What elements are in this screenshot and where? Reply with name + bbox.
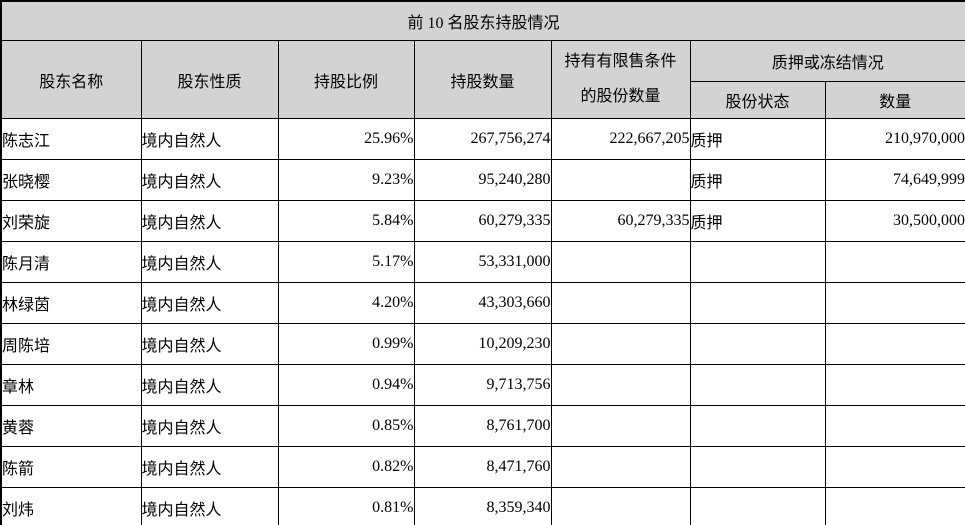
holding-ratio-cell: 0.81% xyxy=(277,487,415,525)
header-pledge-amount: 数量 xyxy=(824,81,965,119)
holding-ratio-cell: 0.94% xyxy=(277,364,415,406)
pledge-status-cell xyxy=(689,487,826,525)
holding-ratio-cell: 9.23% xyxy=(277,159,415,201)
holding-amount-cell: 8,471,760 xyxy=(413,446,552,488)
pledge-status-cell xyxy=(689,364,826,406)
holding-amount-cell: 95,240,280 xyxy=(413,159,552,201)
holding-amount-cell: 10,209,230 xyxy=(413,323,552,365)
table-row: 章林 境内自然人 0.94% 9,713,756 xyxy=(0,364,965,406)
holding-amount-cell: 9,713,756 xyxy=(413,364,552,406)
pledge-status-cell xyxy=(689,323,826,365)
holding-ratio-cell: 5.17% xyxy=(277,241,415,283)
holding-amount-cell: 53,331,000 xyxy=(413,241,552,283)
table-row: 林绿茵 境内自然人 4.20% 43,303,660 xyxy=(0,282,965,324)
shareholder-name-cell: 刘荣旋 xyxy=(0,200,142,242)
holding-ratio-cell: 0.99% xyxy=(277,323,415,365)
holding-ratio-cell: 0.85% xyxy=(277,405,415,447)
shareholder-name-cell: 章林 xyxy=(0,364,142,406)
table-title-row: 前 10 名股东持股情况 xyxy=(0,0,965,41)
pledge-status-cell xyxy=(689,241,826,283)
pledge-status-cell: 质押 xyxy=(689,200,826,242)
holding-amount-cell: 267,756,274 xyxy=(413,118,552,160)
shareholder-nature-cell: 境内自然人 xyxy=(140,200,279,242)
header-shareholder-name: 股东名称 xyxy=(0,40,142,119)
shareholder-nature-cell: 境内自然人 xyxy=(140,118,279,160)
pledge-amount-cell xyxy=(824,446,965,488)
pledge-amount-cell xyxy=(824,241,965,283)
shareholder-name-cell: 陈志江 xyxy=(0,118,142,160)
header-pledge-group: 质押或冻结情况 xyxy=(689,40,965,82)
restricted-shares-cell xyxy=(550,487,691,525)
header-shareholder-nature: 股东性质 xyxy=(140,40,279,119)
restricted-shares-cell xyxy=(550,405,691,447)
table-row: 张晓樱 境内自然人 9.23% 95,240,280 质押 74,649,999 xyxy=(0,159,965,201)
header-restricted-line1: 持有有限售条件 xyxy=(564,53,677,71)
holding-ratio-cell: 4.20% xyxy=(277,282,415,324)
table-row: 周陈培 境内自然人 0.99% 10,209,230 xyxy=(0,323,965,365)
restricted-shares-cell xyxy=(550,446,691,488)
holding-amount-cell: 8,359,340 xyxy=(413,487,552,525)
shareholder-nature-cell: 境内自然人 xyxy=(140,282,279,324)
holding-amount-cell: 60,279,335 xyxy=(413,200,552,242)
table-row: 黄蓉 境内自然人 0.85% 8,761,700 xyxy=(0,405,965,447)
pledge-status-cell xyxy=(689,282,826,324)
holding-amount-cell: 43,303,660 xyxy=(413,282,552,324)
shareholder-name-cell: 林绿茵 xyxy=(0,282,142,324)
restricted-shares-cell xyxy=(550,364,691,406)
holding-ratio-cell: 0.82% xyxy=(277,446,415,488)
restricted-shares-cell: 222,667,205 xyxy=(550,118,691,160)
restricted-shares-cell xyxy=(550,159,691,201)
header-holding-ratio: 持股比例 xyxy=(277,40,415,119)
restricted-shares-cell: 60,279,335 xyxy=(550,200,691,242)
pledge-status-cell xyxy=(689,405,826,447)
shareholder-name-cell: 刘炜 xyxy=(0,487,142,525)
pledge-amount-cell xyxy=(824,364,965,406)
shareholder-name-cell: 陈箭 xyxy=(0,446,142,488)
shareholder-name-cell: 陈月清 xyxy=(0,241,142,283)
header-restricted-shares: 持有有限售条件 的股份数量 xyxy=(550,40,691,119)
pledge-amount-cell: 30,500,000 xyxy=(824,200,965,242)
shareholder-nature-cell: 境内自然人 xyxy=(140,405,279,447)
pledge-amount-cell: 210,970,000 xyxy=(824,118,965,160)
header-pledge-status: 股份状态 xyxy=(689,81,826,119)
header-holding-amount: 持股数量 xyxy=(413,40,552,119)
pledge-amount-cell xyxy=(824,405,965,447)
pledge-amount-cell: 74,649,999 xyxy=(824,159,965,201)
pledge-status-cell xyxy=(689,446,826,488)
pledge-status-cell: 质押 xyxy=(689,118,826,160)
table-row: 陈箭 境内自然人 0.82% 8,471,760 xyxy=(0,446,965,488)
shareholder-nature-cell: 境内自然人 xyxy=(140,446,279,488)
pledge-status-cell: 质押 xyxy=(689,159,826,201)
pledge-amount-cell xyxy=(824,282,965,324)
table-title: 前 10 名股东持股情况 xyxy=(0,0,965,41)
shareholder-nature-cell: 境内自然人 xyxy=(140,323,279,365)
column-header-row: 股东名称 股东性质 持股比例 持股数量 持有有限售条件 的股份数量 质押或冻结情况 xyxy=(0,40,965,119)
shareholder-name-cell: 周陈培 xyxy=(0,323,142,365)
pledge-amount-cell xyxy=(824,323,965,365)
table-row: 陈月清 境内自然人 5.17% 53,331,000 xyxy=(0,241,965,283)
restricted-shares-cell xyxy=(550,323,691,365)
shareholder-nature-cell: 境内自然人 xyxy=(140,241,279,283)
shareholder-nature-cell: 境内自然人 xyxy=(140,159,279,201)
shareholder-name-cell: 张晓樱 xyxy=(0,159,142,201)
restricted-shares-cell xyxy=(550,241,691,283)
shareholder-name-cell: 黄蓉 xyxy=(0,405,142,447)
pledge-amount-cell xyxy=(824,487,965,525)
table-row: 刘炜 境内自然人 0.81% 8,359,340 xyxy=(0,487,965,525)
shareholder-nature-cell: 境内自然人 xyxy=(140,487,279,525)
header-restricted-line2: 的股份数量 xyxy=(580,87,661,105)
shareholder-nature-cell: 境内自然人 xyxy=(140,364,279,406)
holding-ratio-cell: 25.96% xyxy=(277,118,415,160)
holding-amount-cell: 8,761,700 xyxy=(413,405,552,447)
restricted-shares-cell xyxy=(550,282,691,324)
table-row: 陈志江 境内自然人 25.96% 267,756,274 222,667,205… xyxy=(0,118,965,160)
table-row: 刘荣旋 境内自然人 5.84% 60,279,335 60,279,335 质押… xyxy=(0,200,965,242)
holding-ratio-cell: 5.84% xyxy=(277,200,415,242)
